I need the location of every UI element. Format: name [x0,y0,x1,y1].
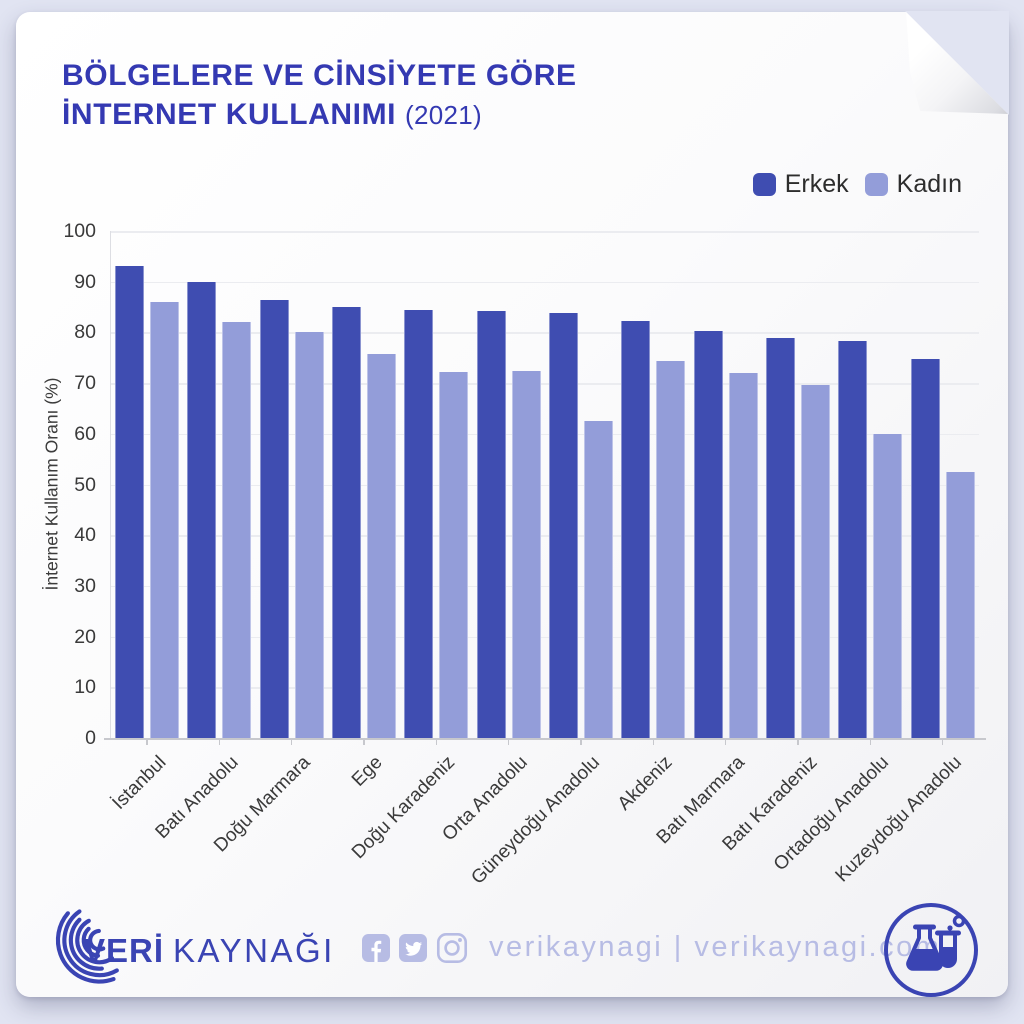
bar-kadın-kuzeydoğu-anadolu [945,472,975,738]
x-tick-i̇stanbul [146,738,148,745]
bar-group-i̇stanbul [111,231,183,738]
bar-erkek-doğu-karadeniz [404,310,434,738]
bar-kadın-i̇stanbul [150,302,180,738]
bar-erkek-ege [332,307,362,738]
x-tick-ortadoğu-anadolu [869,738,871,745]
gridline-50 [111,484,979,486]
bar-erkek-orta-anadolu [476,311,506,738]
y-tick-20: 20 [74,625,96,648]
bar-kadın-doğu-karadeniz [439,372,469,738]
bar-erkek-i̇stanbul [115,266,145,738]
chart-legend: Erkek Kadın [752,170,962,199]
bar-kadın-batı-anadolu [222,322,252,738]
infographic-card: BÖLGELERE VE CİNSİYETE GÖRE İNTERNET KUL… [16,11,1009,997]
bar-kadın-doğu-marmara [294,332,324,738]
bar-kadın-güneydoğu-anadolu [584,421,614,738]
bar-kadın-orta-anadolu [511,371,541,738]
x-tick-ege [363,738,365,745]
veri-kaynagi-logo-text: VERİ KAYNAĞI [83,932,335,970]
title-line1: BÖLGELERE VE CİNSİYETE GÖRE [62,59,577,92]
logo-word-veri: VERİ [83,932,165,969]
title-line2: İNTERNET KULLANIMI (2021) [62,98,483,131]
legend-label: Kadın [896,170,962,198]
bar-erkek-güneydoğu-anadolu [549,313,579,738]
bar-group-güneydoğu-anadolu [545,231,617,738]
gridline-60 [111,433,979,436]
veri-kaynagi-logo-icon [55,896,138,984]
social-handle-text[interactable]: verikaynagi | verikaynagi.com [489,931,942,963]
x-tick-doğu-karadeniz [435,738,437,745]
legend-item-erkek: Erkek [752,170,849,199]
bar-erkek-kuzeydoğu-anadolu [910,359,940,738]
gridline-30 [111,585,979,588]
x-tick-akdeniz [652,738,654,745]
bar-kadın-batı-karadeniz [801,385,831,738]
gridline-70 [111,383,979,385]
bar-group-batı-anadolu [183,231,255,738]
x-tick-doğu-marmara [290,738,293,745]
legend-swatch-erkek [752,173,776,196]
y-tick-50: 50 [74,473,96,496]
x-axis-line [104,738,986,740]
y-tick-0: 0 [85,727,96,749]
y-tick-90: 90 [74,270,96,293]
x-tick-orta-anadolu [507,738,510,745]
x-tick-batı-karadeniz [797,738,799,745]
legend-label: Erkek [784,170,849,198]
social-links-row: verikaynagi | verikaynagi.com [362,931,941,964]
plot-area [110,231,979,738]
bar-kadın-ortadoğu-anadolu [873,434,903,738]
bar-kadın-ege [367,354,397,738]
x-tick-güneydoğu-anadolu [580,738,582,745]
bar-kadın-batı-marmara [728,373,758,738]
bar-erkek-batı-karadeniz [766,338,796,738]
y-tick-10: 10 [74,676,96,699]
x-tick-batı-marmara [724,738,727,745]
y-tick-70: 70 [74,372,96,395]
bar-group-ege [328,231,400,738]
facebook-icon[interactable] [362,933,390,962]
bar-group-doğu-karadeniz [400,231,472,738]
title-year: (2021) [405,100,483,130]
bar-group-batı-marmara [690,231,762,738]
logo-word-kaynagi: KAYNAĞI [173,932,335,969]
twitter-icon[interactable] [399,933,427,962]
gridline-20 [111,636,979,639]
bar-erkek-akdeniz [621,321,651,738]
gridline-40 [111,535,979,537]
gridline-100 [111,231,979,233]
page-title: BÖLGELERE VE CİNSİYETE GÖRE İNTERNET KUL… [62,56,577,135]
y-tick-40: 40 [74,524,96,547]
bar-erkek-doğu-marmara [259,300,289,738]
flask-icon [884,903,978,997]
bar-group-akdeniz [617,231,689,738]
bar-erkek-batı-anadolu [187,282,217,738]
y-tick-60: 60 [74,422,96,445]
legend-swatch-kadın [864,173,888,196]
bar-group-kuzeydoğu-anadolu [907,231,979,738]
bar-erkek-batı-marmara [693,331,723,738]
bar-group-orta-anadolu [473,231,545,738]
y-tick-30: 30 [74,574,96,597]
bar-kadın-akdeniz [656,361,686,738]
x-tick-batı-anadolu [218,738,220,745]
bar-group-batı-karadeniz [762,231,834,738]
y-tick-80: 80 [74,321,96,344]
gridline-90 [111,281,979,284]
y-tick-100: 100 [63,220,96,242]
legend-item-kadın: Kadın [864,170,962,199]
x-tick-kuzeydoğu-anadolu [941,738,944,745]
gridline-80 [111,332,979,334]
bar-group-ortadoğu-anadolu [834,231,906,738]
instagram-icon[interactable] [436,932,468,964]
gridline-10 [111,687,979,689]
bar-erkek-ortadoğu-anadolu [838,341,868,738]
bar-group-doğu-marmara [256,231,328,738]
